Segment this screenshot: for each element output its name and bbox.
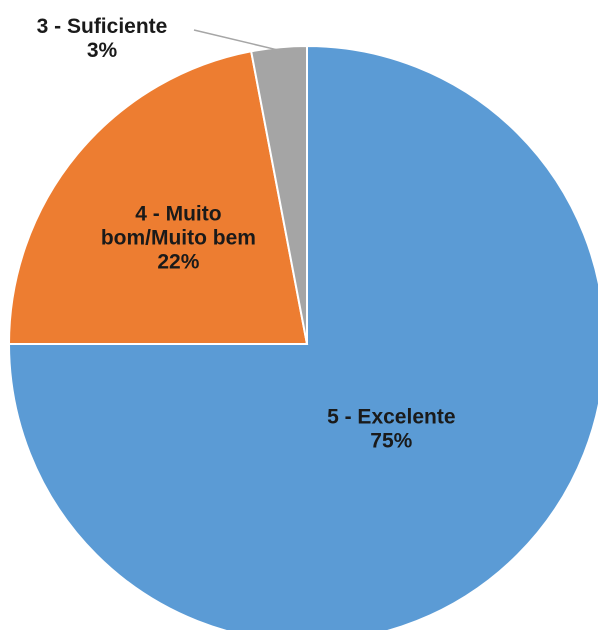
data-labels: 5 - Excelente 75% 4 - Muito bom/Muito bem 22… — [37, 15, 456, 452]
data-label-category: 4 - Muito — [135, 203, 221, 226]
data-label-category: 5 - Excelente — [327, 405, 455, 428]
data-label-percent: 22% — [157, 251, 199, 274]
data-label-3-suficiente: 3 - Suficiente 3% — [37, 15, 168, 62]
data-label-percent: 75% — [370, 429, 412, 452]
leader-lines — [193, 29, 280, 52]
data-label-percent: 3% — [87, 39, 118, 62]
pie-slice-4-muito-bom-muito-bem — [7, 50, 309, 345]
data-label-4-muito-bom-muito-bem: 4 - Muito bom/Muito bem 22% — [101, 203, 256, 274]
pie-slice-5-excelente — [7, 44, 598, 630]
pie-slice-3-suficiente — [249, 44, 308, 345]
pie-slices — [7, 44, 598, 630]
data-label-5-excelente: 5 - Excelente 75% — [327, 405, 455, 452]
data-label-category: 3 - Suficiente — [37, 15, 168, 38]
leader-line-3-suficiente — [193, 29, 280, 52]
data-label-category: bom/Muito bem — [101, 227, 256, 250]
